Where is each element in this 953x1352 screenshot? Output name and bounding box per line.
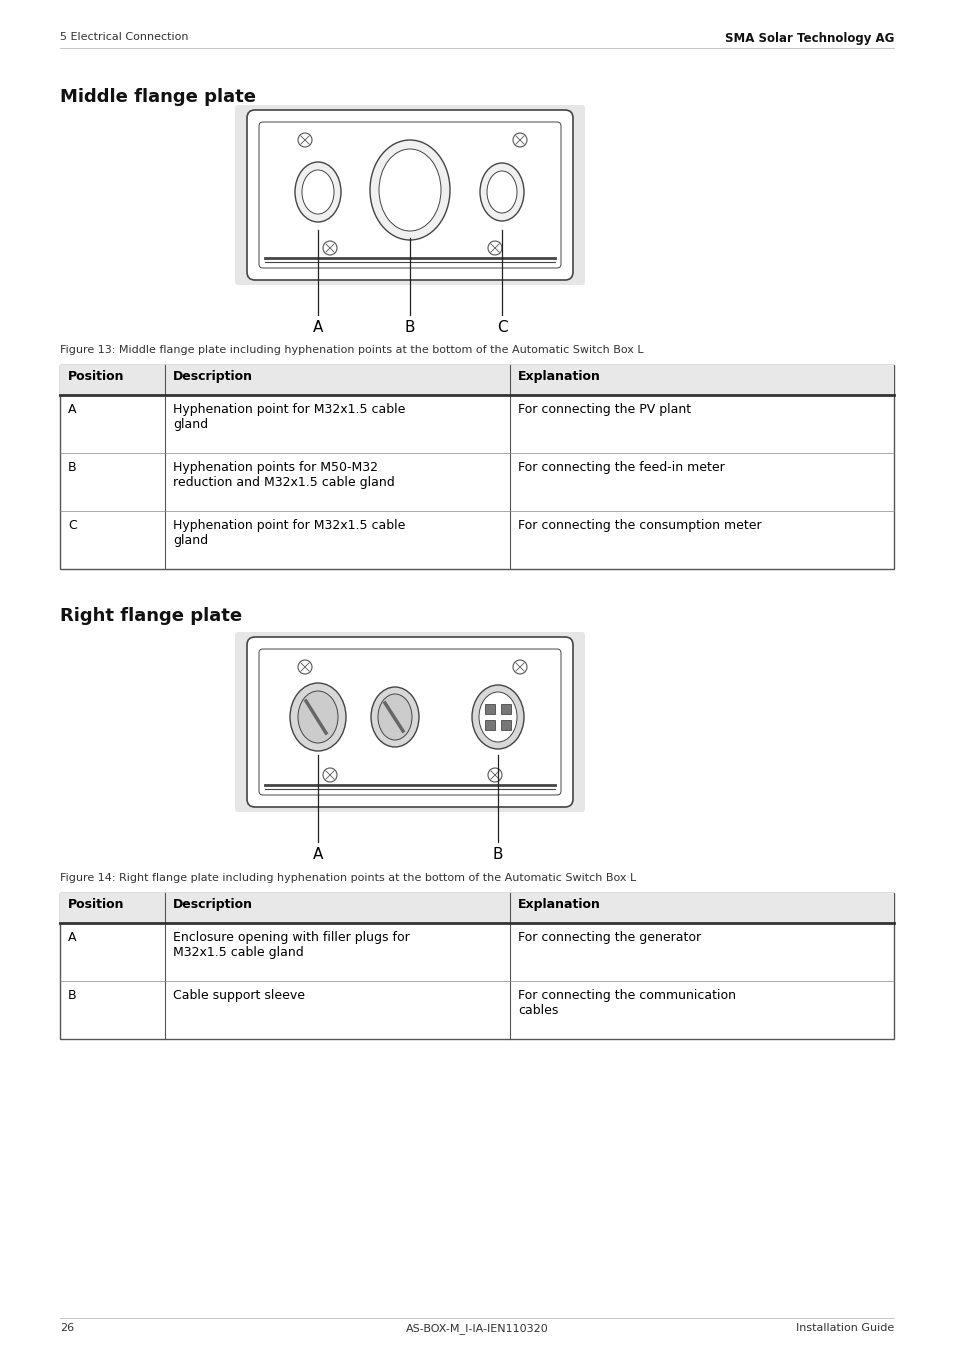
Ellipse shape (302, 170, 334, 214)
Ellipse shape (297, 691, 337, 744)
FancyBboxPatch shape (234, 105, 584, 285)
Text: 26: 26 (60, 1324, 74, 1333)
Ellipse shape (377, 694, 412, 740)
Text: Explanation: Explanation (517, 898, 600, 911)
FancyBboxPatch shape (247, 110, 573, 280)
Bar (484, 704, 495, 714)
Text: A: A (68, 403, 76, 416)
Text: B: B (68, 461, 76, 475)
Text: Cable support sleeve: Cable support sleeve (172, 990, 305, 1002)
Bar (500, 704, 511, 714)
Ellipse shape (479, 164, 523, 220)
Text: Description: Description (172, 898, 253, 911)
Bar (60, 894, 893, 1038)
Text: Right flange plate: Right flange plate (60, 607, 242, 625)
Text: Hyphenation point for M32x1.5 cable
gland: Hyphenation point for M32x1.5 cable glan… (172, 519, 405, 548)
FancyBboxPatch shape (234, 631, 584, 813)
Text: C: C (68, 519, 76, 531)
Ellipse shape (294, 162, 340, 222)
Text: C: C (497, 320, 507, 335)
Text: For connecting the generator: For connecting the generator (517, 932, 700, 944)
Text: Installation Guide: Installation Guide (795, 1324, 893, 1333)
Text: B: B (404, 320, 415, 335)
Bar (484, 721, 495, 730)
Text: B: B (493, 846, 503, 863)
Ellipse shape (378, 149, 440, 231)
Text: B: B (68, 990, 76, 1002)
Text: 5 Electrical Connection: 5 Electrical Connection (60, 32, 189, 42)
Ellipse shape (472, 685, 523, 749)
Bar (60, 365, 893, 569)
Text: A: A (313, 846, 323, 863)
Text: SMA Solar Technology AG: SMA Solar Technology AG (724, 32, 893, 45)
Bar (60, 365, 893, 395)
Ellipse shape (486, 170, 517, 214)
FancyBboxPatch shape (247, 637, 573, 807)
Text: Position: Position (68, 898, 125, 911)
Text: Enclosure opening with filler plugs for
M32x1.5 cable gland: Enclosure opening with filler plugs for … (172, 932, 410, 959)
Ellipse shape (370, 141, 450, 241)
Text: Explanation: Explanation (517, 370, 600, 383)
Text: For connecting the consumption meter: For connecting the consumption meter (517, 519, 760, 531)
Text: Position: Position (68, 370, 125, 383)
Ellipse shape (290, 683, 346, 750)
Text: Description: Description (172, 370, 253, 383)
Bar (60, 894, 893, 923)
Bar (500, 721, 511, 730)
Text: A: A (313, 320, 323, 335)
Text: Figure 14: Right flange plate including hyphenation points at the bottom of the : Figure 14: Right flange plate including … (60, 873, 636, 883)
Text: Middle flange plate: Middle flange plate (60, 88, 255, 105)
Text: A: A (68, 932, 76, 944)
Ellipse shape (478, 692, 517, 742)
Ellipse shape (371, 687, 418, 748)
Text: For connecting the feed-in meter: For connecting the feed-in meter (517, 461, 724, 475)
Text: AS-BOX-M_I-IA-IEN110320: AS-BOX-M_I-IA-IEN110320 (405, 1324, 548, 1334)
Text: Hyphenation point for M32x1.5 cable
gland: Hyphenation point for M32x1.5 cable glan… (172, 403, 405, 431)
Text: Figure 13: Middle flange plate including hyphenation points at the bottom of the: Figure 13: Middle flange plate including… (60, 345, 643, 356)
Text: For connecting the PV plant: For connecting the PV plant (517, 403, 690, 416)
Text: For connecting the communication
cables: For connecting the communication cables (517, 990, 735, 1017)
Text: Hyphenation points for M50-M32
reduction and M32x1.5 cable gland: Hyphenation points for M50-M32 reduction… (172, 461, 395, 489)
